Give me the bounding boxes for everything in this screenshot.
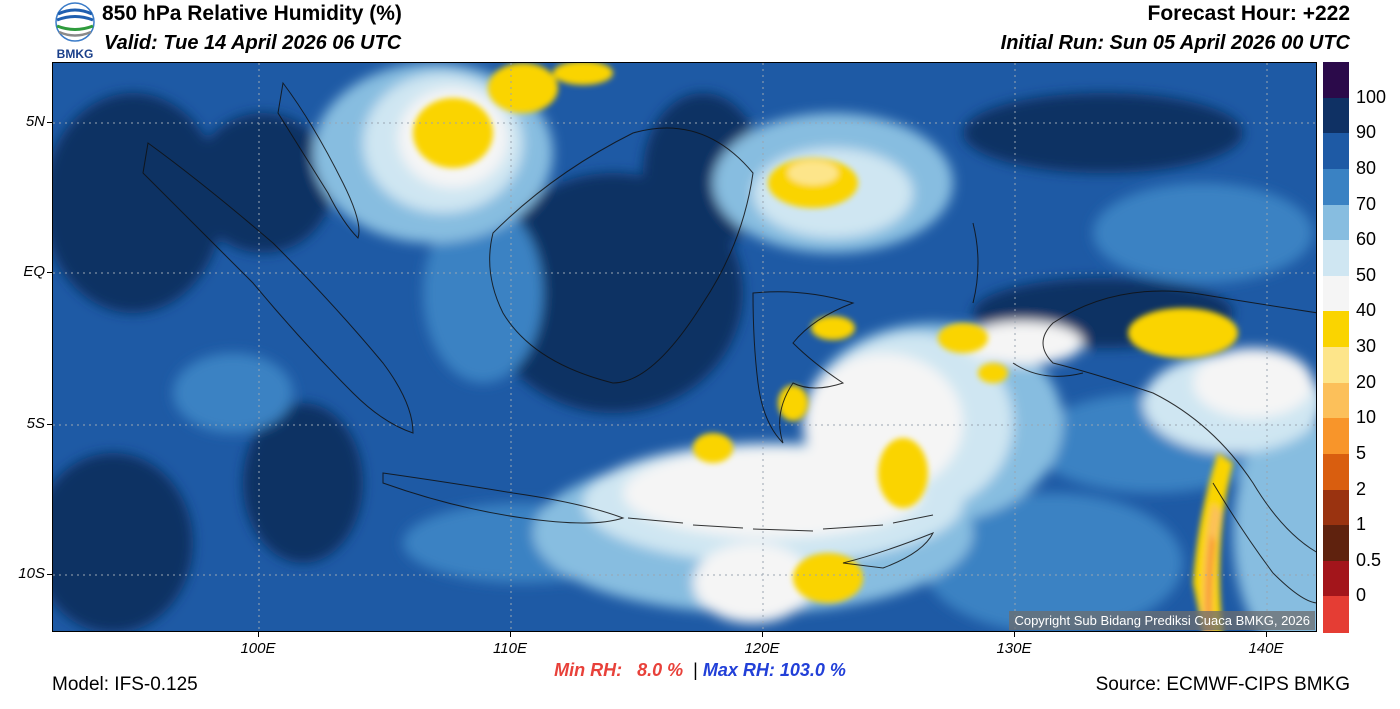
humidity-field (53, 63, 1316, 631)
colorbar-label: 50 (1356, 264, 1377, 285)
map-title: 850 hPa Relative Humidity (%) (102, 2, 402, 25)
colorbar-label: 0 (1356, 585, 1367, 606)
lon-tick (258, 632, 259, 637)
lon-tick (1266, 632, 1267, 637)
lon-tick (1014, 632, 1015, 637)
lon-label-130e: 130E (996, 640, 1032, 657)
lon-tick (762, 632, 763, 637)
humidity-map (52, 62, 1317, 632)
colorbar-swatch (1323, 560, 1349, 597)
colorbar-swatch (1323, 168, 1349, 205)
lon-label-100e: 100E (240, 640, 276, 657)
forecast-hour: Forecast Hour: +222 (1147, 2, 1351, 25)
lon-label-140e: 140E (1248, 640, 1284, 657)
bmkg-logo: BMKG (52, 2, 98, 61)
colorbar-swatch (1323, 204, 1349, 241)
copyright-notice: Copyright Sub Bidang Prediksi Cuaca BMKG… (1009, 611, 1315, 630)
colorbar-label: 100 (1356, 86, 1387, 107)
lon-label-110e: 110E (493, 640, 527, 657)
lat-tick (47, 574, 52, 575)
colorbar-swatch (1323, 311, 1349, 348)
rh-stats: Min RH: 8.0 % | Max RH: 103.0 % (0, 660, 1400, 681)
colorbar-label: 90 (1356, 122, 1377, 143)
colorbar-swatch (1323, 489, 1349, 526)
min-rh-value: 8.0 % (637, 660, 684, 680)
colorbar-label: 1 (1356, 514, 1367, 535)
logo-text: BMKG (57, 47, 94, 60)
lat-label-eq: EQ (23, 263, 45, 280)
colorbar-label: 20 (1356, 371, 1377, 392)
max-rh-label: Max RH: (702, 660, 775, 680)
colorbar-label: 0.5 (1356, 549, 1382, 570)
lat-tick (47, 122, 52, 123)
colorbar-swatch (1323, 347, 1349, 384)
lat-tick (47, 272, 52, 273)
min-rh-label: Min RH: (554, 660, 623, 680)
colorbar-swatch (1323, 596, 1349, 633)
lon-tick (510, 632, 511, 637)
colorbar-swatch (1323, 275, 1349, 312)
colorbar (1323, 62, 1349, 633)
colorbar-label: 30 (1356, 336, 1377, 356)
colorbar-swatch (1323, 62, 1349, 99)
initial-run: Initial Run: Sun 05 April 2026 00 UTC (1000, 32, 1350, 54)
valid-time: Valid: Tue 14 April 2026 06 UTC (104, 32, 402, 54)
lat-tick (47, 424, 52, 425)
colorbar-swatch (1323, 418, 1349, 455)
lat-label-10s: 10S (18, 565, 45, 582)
colorbar-swatch (1323, 133, 1349, 170)
colorbar-label: 2 (1356, 478, 1367, 499)
model-info: Model: IFS-0.125 (52, 674, 198, 695)
lat-label-5n: 5N (25, 113, 45, 130)
stats-separator: | (693, 660, 698, 680)
colorbar-label: 60 (1356, 229, 1377, 250)
lat-label-5s: 5S (26, 415, 45, 432)
colorbar-label: 70 (1356, 193, 1377, 214)
colorbar-swatch (1323, 97, 1349, 134)
colorbar-label: 10 (1356, 407, 1377, 428)
lon-label-120e: 120E (744, 640, 780, 657)
max-rh-value: 103.0 % (779, 660, 846, 680)
colorbar-label: 5 (1356, 442, 1367, 463)
colorbar-swatch (1323, 240, 1349, 277)
colorbar-label: 40 (1356, 300, 1377, 321)
colorbar-swatch (1323, 525, 1349, 562)
colorbar-swatch (1323, 453, 1349, 490)
colorbar-label: 80 (1356, 157, 1377, 178)
source-info: Source: ECMWF-CIPS BMKG (1095, 674, 1350, 695)
colorbar-swatch (1323, 382, 1349, 419)
